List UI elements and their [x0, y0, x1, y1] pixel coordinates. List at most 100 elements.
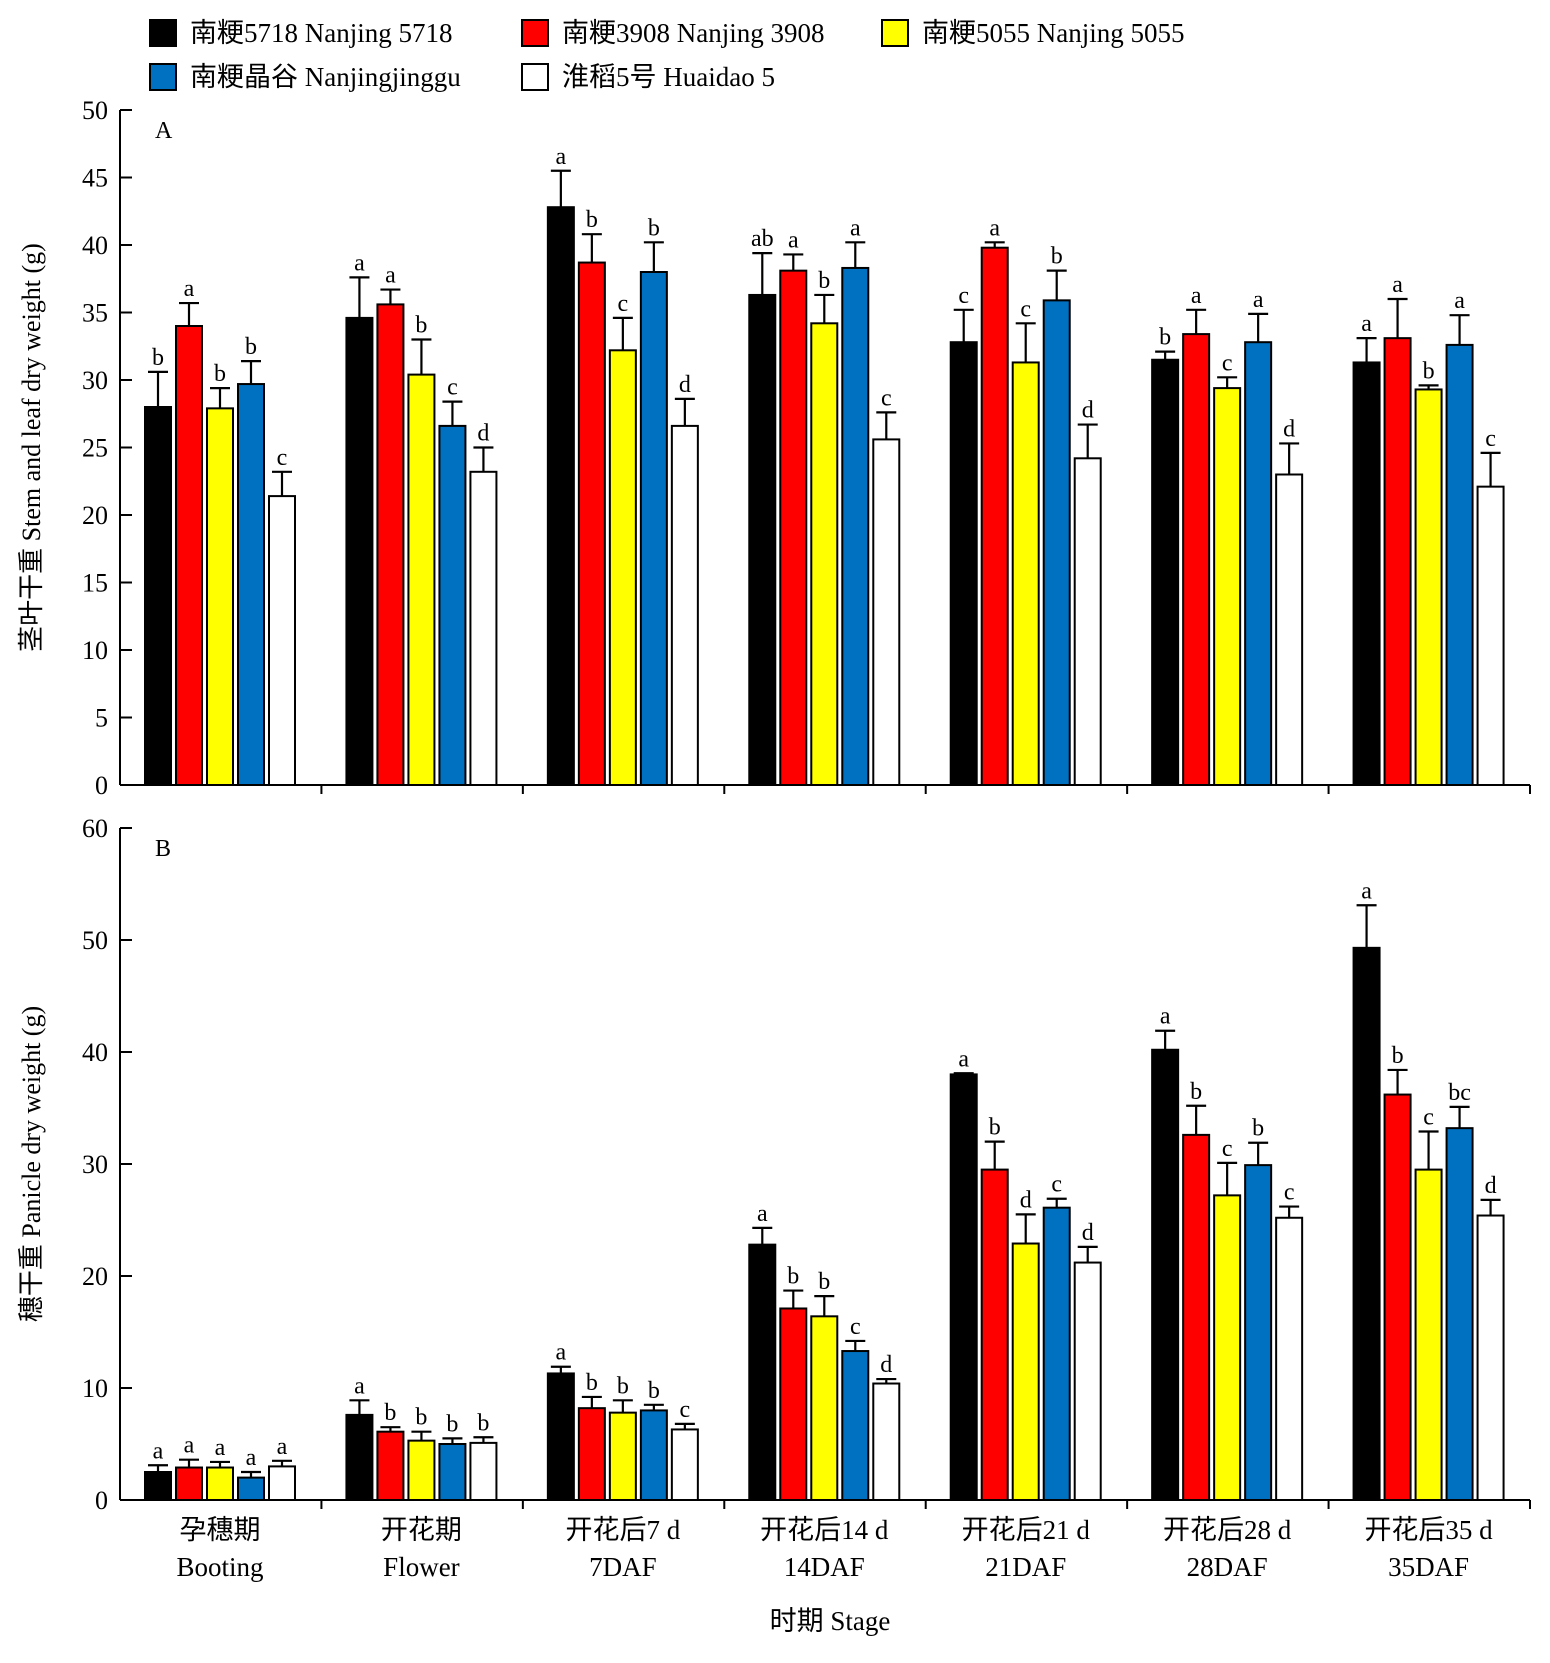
- x-category-label-cn: 开花后21 d: [962, 1515, 1091, 1545]
- y-tick-label: 15: [82, 569, 108, 598]
- x-category-label-cn: 开花期: [381, 1515, 462, 1545]
- bar: [980, 246, 1009, 786]
- significance-letter: b: [787, 1264, 799, 1290]
- bar: [872, 1382, 901, 1502]
- bar: [639, 271, 668, 786]
- bar: [779, 1307, 808, 1501]
- legend-swatch: [149, 19, 177, 47]
- significance-letter: c: [850, 1314, 861, 1340]
- bar: [376, 1430, 405, 1502]
- x-category-label-cn: 开花后28 d: [1163, 1515, 1292, 1545]
- bar: [1011, 1242, 1040, 1502]
- bar: [237, 383, 265, 786]
- significance-letter: a: [153, 1438, 164, 1464]
- bar: [376, 303, 405, 786]
- significance-letter: a: [1454, 288, 1465, 314]
- bar: [1275, 473, 1304, 786]
- bar: [779, 269, 808, 786]
- y-axis-title: 茎叶干重 Stem and leaf dry weight (g): [17, 243, 46, 652]
- significance-letter: d: [1485, 1173, 1497, 1199]
- legend-label: 南粳3908 Nanjing 3908: [562, 18, 825, 48]
- y-tick-label: 5: [95, 704, 108, 733]
- significance-letter: c: [447, 375, 458, 401]
- y-tick-label: 30: [82, 1150, 108, 1179]
- y-tick-label: 20: [82, 1262, 108, 1291]
- bar: [237, 1476, 265, 1501]
- significance-letter: c: [1222, 350, 1233, 376]
- significance-letter: a: [215, 1435, 226, 1461]
- bar: [1275, 1216, 1304, 1501]
- bar: [407, 373, 436, 786]
- significance-letter: b: [1159, 325, 1171, 351]
- significance-letter: d: [679, 372, 691, 398]
- bar: [1244, 1164, 1273, 1501]
- bar: [268, 1465, 296, 1502]
- significance-letter: c: [1423, 1105, 1434, 1131]
- significance-letter: b: [446, 1411, 458, 1437]
- significance-letter: a: [1361, 311, 1372, 337]
- legend-label: 南粳5055 Nanjing 5055: [922, 18, 1185, 48]
- bar: [1213, 387, 1242, 786]
- significance-letter: a: [184, 276, 195, 302]
- bar: [206, 407, 234, 786]
- significance-letter: b: [648, 1378, 660, 1404]
- significance-letter: a: [1191, 283, 1202, 309]
- bar: [206, 1466, 234, 1502]
- y-tick-label: 50: [82, 926, 108, 955]
- bar: [810, 322, 839, 786]
- x-category-label-cn: 开花后14 d: [760, 1515, 889, 1545]
- x-category-label-en: 35DAF: [1388, 1552, 1469, 1582]
- y-tick-label: 50: [82, 96, 108, 125]
- bar: [1476, 1214, 1505, 1502]
- bar: [1476, 485, 1505, 786]
- bar: [1383, 337, 1412, 786]
- x-axis-title: 时期 Stage: [770, 1606, 891, 1636]
- x-category-label-cn: 开花后7 d: [565, 1515, 680, 1545]
- legend-label: 南粳5718 Nanjing 5718: [190, 18, 453, 48]
- bar: [1213, 1194, 1242, 1501]
- significance-letter: a: [246, 1445, 257, 1471]
- y-tick-label: 35: [82, 299, 108, 328]
- significance-letter: c: [1222, 1136, 1233, 1162]
- y-tick-label: 20: [82, 501, 108, 530]
- significance-letter: a: [958, 1046, 969, 1072]
- bar: [1445, 1127, 1474, 1502]
- significance-letter: b: [415, 1405, 427, 1431]
- significance-letter: a: [989, 215, 1000, 241]
- significance-letter: a: [184, 1433, 195, 1459]
- significance-letter: a: [354, 1373, 365, 1399]
- significance-letter: a: [1253, 287, 1264, 313]
- bar: [1244, 341, 1273, 786]
- y-tick-label: 45: [82, 164, 108, 193]
- significance-letter: c: [1485, 426, 1496, 452]
- significance-letter: a: [277, 1434, 288, 1460]
- significance-letter: b: [214, 361, 226, 387]
- legend-swatch: [521, 63, 549, 91]
- y-tick-label: 0: [95, 771, 108, 800]
- legend-label: 南粳晶谷 Nanjingjinggu: [190, 62, 461, 92]
- bar: [1414, 388, 1443, 786]
- x-category-label-en: 21DAF: [985, 1552, 1066, 1582]
- bar: [144, 1471, 172, 1501]
- bar: [345, 316, 374, 786]
- significance-letter: c: [277, 445, 288, 471]
- bar: [949, 1073, 978, 1502]
- significance-letter: d: [1283, 416, 1295, 442]
- y-axis-title: 穗干重 Panicle dry weight (g): [17, 1006, 46, 1322]
- y-tick-label: 10: [82, 636, 108, 665]
- significance-letter: a: [354, 250, 365, 276]
- bar: [1042, 1206, 1071, 1502]
- significance-letter: d: [880, 1352, 892, 1378]
- bar: [608, 349, 637, 786]
- x-category-label-en: 7DAF: [589, 1552, 657, 1582]
- significance-letter: a: [788, 227, 799, 253]
- y-tick-label: 40: [82, 1038, 108, 1067]
- bar: [546, 1372, 575, 1501]
- significance-letter: b: [818, 1269, 830, 1295]
- y-tick-label: 25: [82, 434, 108, 463]
- x-category-label-en: Flower: [383, 1552, 460, 1582]
- panel-letter: A: [155, 118, 173, 144]
- bar: [1011, 361, 1040, 786]
